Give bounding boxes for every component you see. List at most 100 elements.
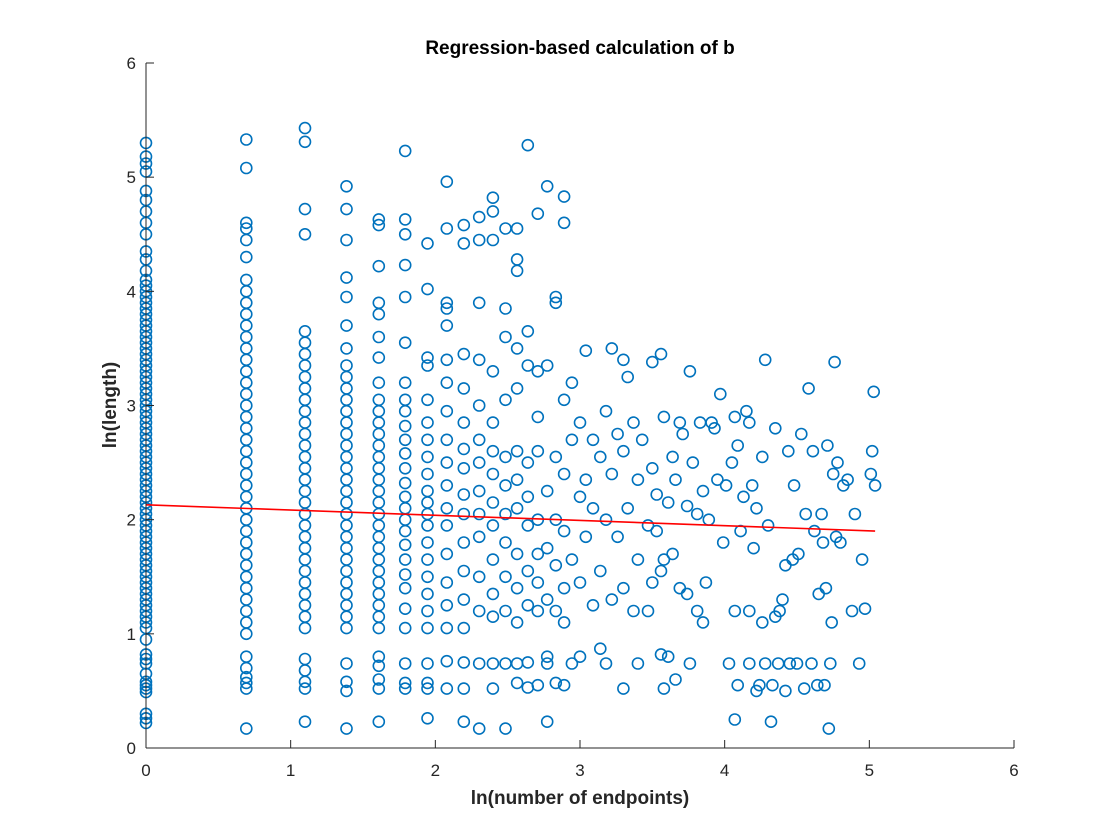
scatter-point	[499, 330, 512, 344]
scatter-point	[372, 682, 386, 695]
scatter-point	[855, 553, 869, 566]
scatter-point	[486, 682, 500, 695]
scatter-point	[690, 507, 704, 521]
scatter-point	[486, 467, 500, 481]
scatter-point	[457, 536, 471, 549]
scatter-point	[372, 213, 386, 226]
scatter-point	[486, 587, 500, 601]
scatter-point	[499, 570, 512, 584]
scatter-point	[472, 507, 486, 521]
scatter-point	[421, 484, 434, 498]
scatter-point	[421, 604, 434, 618]
scatter-point	[521, 656, 535, 669]
scatter-point	[828, 355, 841, 369]
scatter-point	[747, 541, 760, 555]
scatter-point	[641, 519, 655, 532]
scatter-point	[531, 364, 545, 378]
scatter-point	[298, 715, 312, 729]
scatter-point	[531, 207, 545, 220]
scatter-point	[240, 722, 253, 735]
scatter-point	[605, 467, 619, 481]
scatter-point	[486, 233, 500, 247]
scatter-point	[472, 353, 486, 367]
scatter-point	[549, 604, 563, 618]
scatter-point	[593, 564, 607, 578]
scatter-point	[821, 439, 834, 452]
scatter-point	[621, 501, 635, 515]
scatter-point	[790, 657, 804, 670]
scatter-point	[565, 376, 579, 390]
scatter-point	[792, 547, 805, 561]
scatter-point	[440, 547, 454, 561]
scatter-point	[586, 501, 600, 515]
scatter-point	[457, 507, 471, 521]
scatter-point	[421, 711, 434, 725]
scatter-point	[510, 382, 524, 395]
scatter-point	[440, 404, 454, 418]
scatter-point	[573, 576, 587, 589]
scatter-point	[372, 218, 386, 232]
scatter-point	[472, 657, 486, 670]
scatter-point	[499, 450, 512, 464]
scatter-point	[617, 444, 630, 458]
scatter-point	[761, 519, 775, 532]
scatter-point	[398, 419, 412, 433]
scatter-point	[531, 410, 545, 424]
scatter-point	[240, 670, 253, 684]
scatter-point	[852, 657, 866, 670]
scatter-point	[823, 657, 837, 670]
scatter-point	[617, 353, 630, 367]
scatter-point	[298, 682, 312, 695]
scatter-point	[521, 324, 535, 338]
scatter-point	[486, 553, 500, 566]
scatter-point	[845, 604, 859, 618]
scatter-point	[398, 144, 412, 158]
scatter-point	[340, 271, 353, 284]
scatter-point	[865, 444, 879, 458]
scatter-point	[521, 359, 535, 372]
scatter-point	[579, 344, 593, 358]
scatter-point	[398, 568, 412, 581]
scatter-point	[683, 657, 697, 670]
scatter-point	[398, 336, 412, 350]
scatter-point	[421, 536, 434, 549]
scatter-point	[510, 616, 524, 629]
chart-title: Regression-based calculation of b	[425, 38, 734, 59]
scatter-point	[240, 216, 253, 230]
scatter-point	[540, 657, 554, 670]
scatter-point	[831, 456, 844, 469]
scatter-point	[686, 456, 700, 469]
x-tick-label: 2	[431, 761, 440, 780]
scatter-point	[719, 479, 733, 492]
scatter-point	[440, 456, 454, 469]
scatter-point	[565, 433, 579, 447]
scatter-point	[661, 496, 675, 509]
scatter-point	[758, 353, 772, 367]
scatter-point	[421, 237, 434, 250]
y-tick-label: 1	[127, 625, 136, 644]
scatter-point	[457, 237, 471, 250]
fit-line	[145, 504, 876, 532]
scatter-point	[510, 444, 524, 458]
scatter-point	[834, 536, 847, 549]
scatter-point	[440, 682, 454, 695]
scatter-point	[621, 370, 635, 384]
scatter-point	[579, 473, 593, 487]
scatter-point	[440, 296, 454, 310]
scatter-point	[728, 410, 742, 424]
scatter-point	[510, 547, 524, 561]
scatter-point	[768, 421, 782, 435]
scatter-point	[841, 473, 854, 487]
scatter-point	[540, 180, 554, 193]
scatter-point	[794, 427, 808, 441]
y-tick-label: 5	[127, 168, 136, 187]
scatter-point	[372, 715, 386, 729]
scatter-point	[440, 598, 454, 612]
scatter-point	[457, 218, 471, 232]
scatter-point	[711, 473, 724, 487]
axes: 0 1 2 3 4 5 6 0 1 2 3 4 5 6	[127, 54, 1019, 780]
scatter-point	[340, 684, 353, 698]
scatter-point	[398, 538, 412, 552]
scatter-point	[864, 467, 878, 481]
y-tick-label: 0	[127, 739, 136, 758]
